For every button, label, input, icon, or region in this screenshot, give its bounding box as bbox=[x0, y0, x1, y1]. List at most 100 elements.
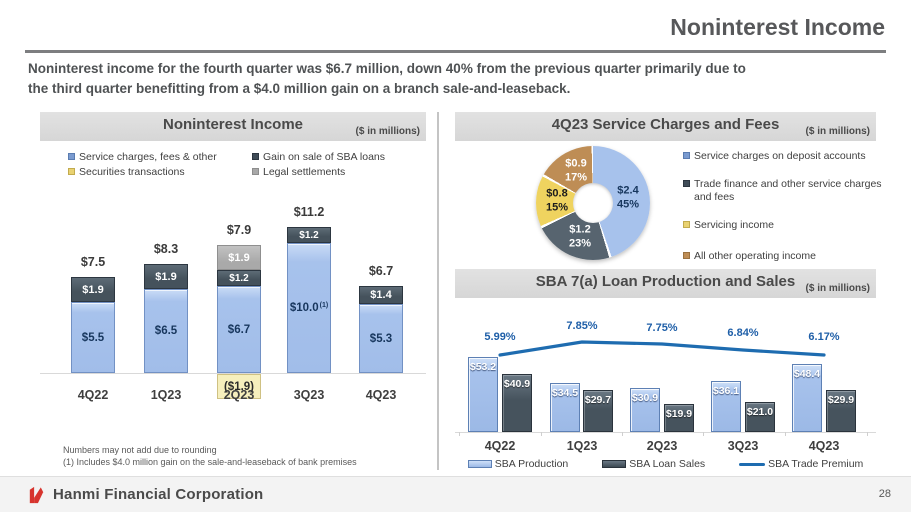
x-axis-label: 3Q23 bbox=[727, 439, 759, 453]
bar-value: $29.9 bbox=[827, 394, 855, 406]
sba-legend: SBA Production SBA Loan Sales SBA Trade … bbox=[455, 458, 876, 470]
noninterest-legend: Service charges, fees & other Gain on sa… bbox=[68, 151, 385, 178]
bar-value: $29.7 bbox=[584, 394, 612, 406]
bar-segment-gain-sba: $1.2 bbox=[217, 270, 261, 286]
slice-value: $0.8 bbox=[546, 187, 568, 200]
slice-label-other-income: $0.9 17% bbox=[565, 157, 587, 185]
sba-panel-header: SBA 7(a) Loan Production and Sales ($ in… bbox=[455, 269, 876, 298]
service-panel-title: 4Q23 Service Charges and Fees bbox=[551, 116, 780, 133]
x-axis-label: 3Q23 bbox=[293, 388, 325, 402]
noninterest-panel-units: ($ in millions) bbox=[355, 126, 420, 137]
bar-value: $21.0 bbox=[746, 406, 774, 418]
legend-label: Service charges on deposit accounts bbox=[694, 150, 866, 162]
premium-label: 7.75% bbox=[646, 322, 678, 334]
slice-pct: 45% bbox=[616, 198, 640, 210]
legend-item-trade-finance: Trade finance and other service charges … bbox=[683, 178, 883, 205]
bar-segment-service-charges: $6.5 bbox=[144, 289, 188, 373]
bar-value: $30.9 bbox=[631, 392, 659, 404]
sba-panel-title: SBA 7(a) Loan Production and Sales bbox=[535, 273, 796, 290]
service-legend: Service charges on deposit accounts Trad… bbox=[683, 150, 883, 263]
legend-item-servicing-income: Servicing income bbox=[683, 219, 883, 233]
bar-total-label: $6.7 bbox=[368, 264, 394, 278]
axis-tick bbox=[867, 432, 868, 436]
production-bar: $48.4 bbox=[792, 364, 822, 432]
legend-item-other-operating-income: All other operating income bbox=[683, 250, 883, 264]
sba-production-marker-icon bbox=[467, 460, 492, 468]
legal-swatch-icon bbox=[252, 168, 259, 175]
legend-item-gain-sba: Gain on sale of SBA loans bbox=[252, 151, 385, 163]
bar-total-label: $8.3 bbox=[153, 242, 179, 256]
loan-sales-bar: $29.7 bbox=[583, 390, 613, 432]
page-title: Noninterest Income bbox=[670, 14, 885, 40]
legend-label: Service charges, fees & other bbox=[79, 151, 217, 163]
segment-value: $10.0 bbox=[289, 302, 319, 314]
page-number: 28 bbox=[878, 488, 891, 500]
legend-label: SBA Loan Sales bbox=[629, 458, 706, 470]
x-axis-label: 4Q22 bbox=[77, 388, 109, 402]
deposit-accounts-swatch-icon bbox=[683, 152, 690, 159]
premium-label: 5.99% bbox=[484, 331, 516, 343]
bar-value: $36.1 bbox=[712, 385, 740, 397]
footer: Hanmi Financial Corporation 28 bbox=[0, 476, 911, 512]
gain-sba-swatch-icon bbox=[252, 153, 259, 160]
axis-tick bbox=[785, 432, 786, 436]
premium-label: 6.17% bbox=[808, 331, 840, 343]
legend-item-securities: Securities transactions bbox=[68, 166, 252, 178]
legend-item-sba-trade-premium: SBA Trade Premium bbox=[739, 458, 863, 470]
axis-tick bbox=[541, 432, 542, 436]
slice-pct: 15% bbox=[545, 201, 569, 213]
axis-tick bbox=[703, 432, 704, 436]
servicing-income-swatch-icon bbox=[683, 220, 690, 228]
footnote-rounding: Numbers may not add due to rounding bbox=[63, 445, 217, 455]
slice-value: $2.4 bbox=[617, 184, 639, 197]
bar-segment-service-charges: $5.5 bbox=[71, 302, 115, 373]
legend-label: All other operating income bbox=[694, 249, 816, 262]
x-axis-label: 1Q23 bbox=[566, 439, 598, 453]
legend-label: Trade finance and other service charges … bbox=[694, 177, 882, 204]
sba-loan-chart: 5.99% 7.85% 7.75% 6.84% 6.17% $53.2 $40.… bbox=[455, 298, 876, 472]
bar-total-label: $11.2 bbox=[293, 205, 325, 219]
bar-value: $48.4 bbox=[793, 368, 821, 380]
securities-swatch-icon bbox=[68, 168, 75, 175]
production-bar: $36.1 bbox=[711, 381, 741, 432]
slice-label-trade-finance: $1.2 23% bbox=[569, 223, 591, 251]
footnote-1: (1) Includes $4.0 million gain on the sa… bbox=[63, 457, 357, 468]
x-axis-line bbox=[455, 432, 876, 433]
bar-value: $40.9 bbox=[503, 378, 531, 390]
footnote-marker: (1) bbox=[319, 301, 329, 309]
bar-total-label: $7.9 bbox=[226, 223, 252, 237]
sba-panel-units: ($ in millions) bbox=[805, 283, 870, 294]
brand-name: Hanmi Financial Corporation bbox=[53, 486, 264, 503]
legend-label: Servicing income bbox=[694, 218, 774, 231]
bar-segment-service-charges: $6.7 bbox=[217, 286, 261, 373]
trade-premium-line bbox=[498, 340, 826, 357]
legend-label: Securities transactions bbox=[79, 166, 185, 178]
slide-subtitle: Noninterest income for the fourth quarte… bbox=[28, 59, 884, 100]
legend-item-sba-production: SBA Production bbox=[467, 458, 568, 470]
legend-item-deposit-accounts: Service charges on deposit accounts bbox=[683, 150, 883, 164]
production-bar: $34.5 bbox=[550, 383, 580, 432]
legend-label: SBA Trade Premium bbox=[768, 458, 864, 470]
loan-sales-bar: $19.9 bbox=[664, 404, 694, 432]
service-charges-swatch-icon bbox=[68, 153, 75, 160]
vertical-divider bbox=[437, 112, 439, 470]
axis-tick bbox=[459, 432, 460, 436]
service-charges-donut-chart: $2.4 45% $1.2 23% $0.8 15% $0.9 17% bbox=[536, 146, 650, 260]
legend-label: Legal settlements bbox=[263, 166, 346, 178]
bar-value: $19.9 bbox=[665, 408, 693, 420]
bar-total-label: $7.5 bbox=[80, 255, 106, 269]
loan-sales-bar: $21.0 bbox=[745, 402, 775, 432]
slice-label-deposit: $2.4 45% bbox=[617, 184, 639, 212]
bar-segment-securities-negative: ($1.9) bbox=[217, 374, 261, 399]
sba-trade-premium-marker-icon bbox=[739, 462, 766, 466]
bar-segment-gain-sba: $1.9 bbox=[71, 277, 115, 302]
donut-hole bbox=[573, 183, 613, 223]
bar-value: $34.5 bbox=[551, 387, 579, 399]
slice-value: $0.9 bbox=[565, 157, 587, 170]
bar-segment-service-charges: $10.0 (1) bbox=[287, 243, 331, 373]
production-bar: $53.2 bbox=[468, 357, 498, 432]
x-axis-label: 1Q23 bbox=[150, 388, 182, 402]
bar-segment-legal: $1.9 bbox=[217, 245, 261, 270]
premium-label: 6.84% bbox=[727, 327, 759, 339]
